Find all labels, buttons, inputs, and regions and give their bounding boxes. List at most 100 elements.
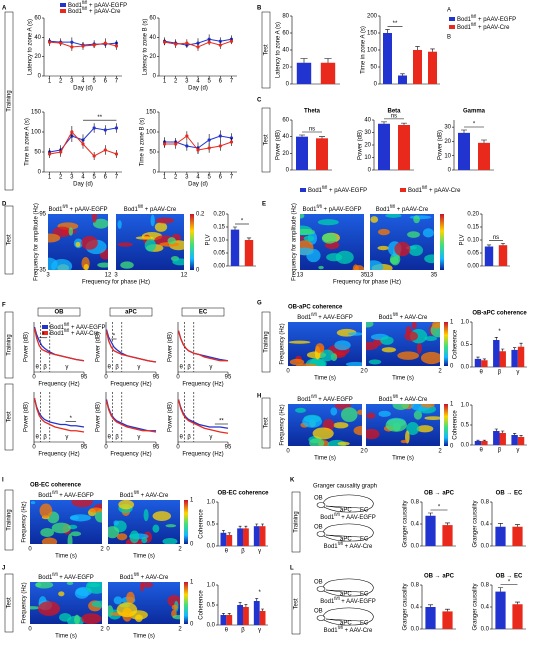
- heatmap-title-sup: fl/fl: [134, 490, 139, 495]
- heatmap-title-sup: fl/fl: [62, 204, 67, 209]
- y-tick-label: 0.4: [411, 522, 420, 528]
- legend-label-rest: + pAAV-Cre: [476, 25, 510, 31]
- heatmap-title-gene: Bod1: [48, 207, 63, 213]
- band-label: γ: [137, 365, 140, 371]
- heatmap-x-label: Time (s): [392, 456, 414, 462]
- heatmap-title: Bod1fl/fl + pAAV-Cre: [124, 204, 177, 212]
- heatmap-blob: [381, 347, 397, 353]
- heatmap-title-sup: fl/fl: [393, 312, 398, 317]
- heatmap-blob: [340, 407, 358, 423]
- side-box: [261, 311, 271, 373]
- stat-letter: A: [447, 8, 451, 14]
- heatmap-blob: [366, 341, 378, 351]
- y-tick-label: 100: [146, 130, 157, 136]
- x-tick-label: 2: [174, 79, 178, 85]
- bar: [512, 526, 523, 546]
- side-box: [4, 11, 14, 191]
- panel-letter: E: [262, 202, 266, 208]
- brain-caption-rest: + AAV-Cre: [343, 628, 373, 634]
- legend-label: Bod1fl/fl + pAAV-Cre: [408, 185, 461, 193]
- annotation: *: [113, 334, 116, 340]
- heatmap-blob: [74, 614, 80, 624]
- y-tick-label: 0.8: [481, 500, 490, 506]
- y-axis-label: Power (dB): [96, 402, 102, 432]
- y-tick-label: 20: [149, 54, 156, 60]
- bar: [398, 125, 410, 170]
- error-bar: [221, 613, 225, 615]
- heatmap-blob: [167, 237, 176, 245]
- heatmap-blob: [30, 606, 41, 610]
- colorbar-label: 1: [450, 320, 454, 326]
- side-label: Test: [264, 134, 270, 145]
- brain-caption-rest: + AAV-EGFP: [340, 599, 376, 605]
- y-axis-label: Time in zone B (s): [140, 118, 146, 166]
- error-bar: [232, 226, 238, 230]
- heatmap-title-sup: fl/fl: [52, 490, 57, 495]
- legend-label-sup: fl/fl: [64, 322, 69, 327]
- heatmap-title-gene: Bod1: [120, 493, 135, 499]
- heatmap-blob: [413, 410, 423, 420]
- error-bar: [513, 347, 517, 350]
- error-bar: [476, 439, 480, 441]
- y-axis-label: Granger causality: [473, 500, 479, 547]
- error-bar: [519, 342, 523, 347]
- heatmap-title-sup: fl/fl: [311, 312, 316, 317]
- heatmap-blob: [385, 418, 407, 432]
- point: [196, 148, 200, 152]
- bar: [413, 50, 422, 84]
- bar: [425, 515, 436, 546]
- heatmap-blob: [385, 214, 402, 218]
- heatmap-x-tick: 2: [178, 547, 182, 553]
- legend-label-rest: + pAAV-Cre: [427, 188, 461, 194]
- heatmap-title-rest: + AAV-Cre: [398, 315, 428, 321]
- heatmap-x-tick: 0: [364, 369, 368, 375]
- chart-title: OB-aPC coherence: [472, 311, 527, 317]
- x-tick-label: 7: [230, 79, 234, 85]
- heatmap-blob: [152, 524, 160, 533]
- y-tick-label: 20: [444, 139, 451, 145]
- annotation: *: [473, 122, 476, 128]
- heatmap-title-gene: Bod1: [302, 207, 317, 213]
- annotation: **: [97, 115, 102, 121]
- point: [229, 39, 234, 43]
- legend-label-gene: Bod1: [68, 9, 83, 15]
- heatmap-blob: [370, 216, 379, 223]
- brain-caption: Bod1fl/fl + AAV-EGFP: [320, 512, 375, 520]
- x-tick-label: β: [241, 549, 245, 555]
- heatmap-blob: [71, 500, 93, 508]
- colorbar: [444, 404, 448, 446]
- side-label: Test: [264, 44, 270, 55]
- side-box: [4, 311, 14, 379]
- y-tick-label: 80: [282, 14, 289, 20]
- heatmap-blob: [154, 222, 168, 232]
- bar: [442, 611, 453, 629]
- heatmap-y-tick: 35: [39, 268, 46, 274]
- heatmap-x-tick: 0: [28, 547, 32, 553]
- heatmap-x-tick: 0: [286, 369, 290, 375]
- heatmap: [116, 214, 184, 270]
- band-label: β: [43, 435, 47, 441]
- point: [196, 45, 200, 49]
- side-label: Training: [294, 511, 300, 532]
- y-tick-label: 30: [364, 130, 371, 136]
- band-label: γ: [209, 365, 212, 371]
- point: [229, 140, 234, 144]
- heatmap: [30, 582, 102, 624]
- x-tick-label: 95: [153, 375, 160, 381]
- error-bar: [300, 58, 308, 63]
- error-bar: [244, 604, 248, 607]
- bar: [220, 532, 227, 546]
- y-axis-label: Coherence: [199, 509, 205, 539]
- x-tick-label: 6: [219, 79, 223, 85]
- colorbar-label: 0.2: [196, 212, 205, 218]
- heatmap-x-tick: 13: [297, 273, 304, 279]
- heatmap-blob: [354, 265, 364, 270]
- legend-label-sup: fl/fl: [64, 328, 69, 333]
- point: [218, 43, 222, 47]
- x-tick-label: 1: [163, 79, 167, 85]
- heatmap-title-gene: Bod1: [38, 493, 53, 499]
- heatmap: [108, 582, 180, 624]
- heatmap-x-tick: 2: [360, 449, 364, 455]
- heatmap-x-label: Frequency for phase (Hz): [333, 280, 401, 286]
- y-axis-label: Granger causality: [403, 500, 409, 547]
